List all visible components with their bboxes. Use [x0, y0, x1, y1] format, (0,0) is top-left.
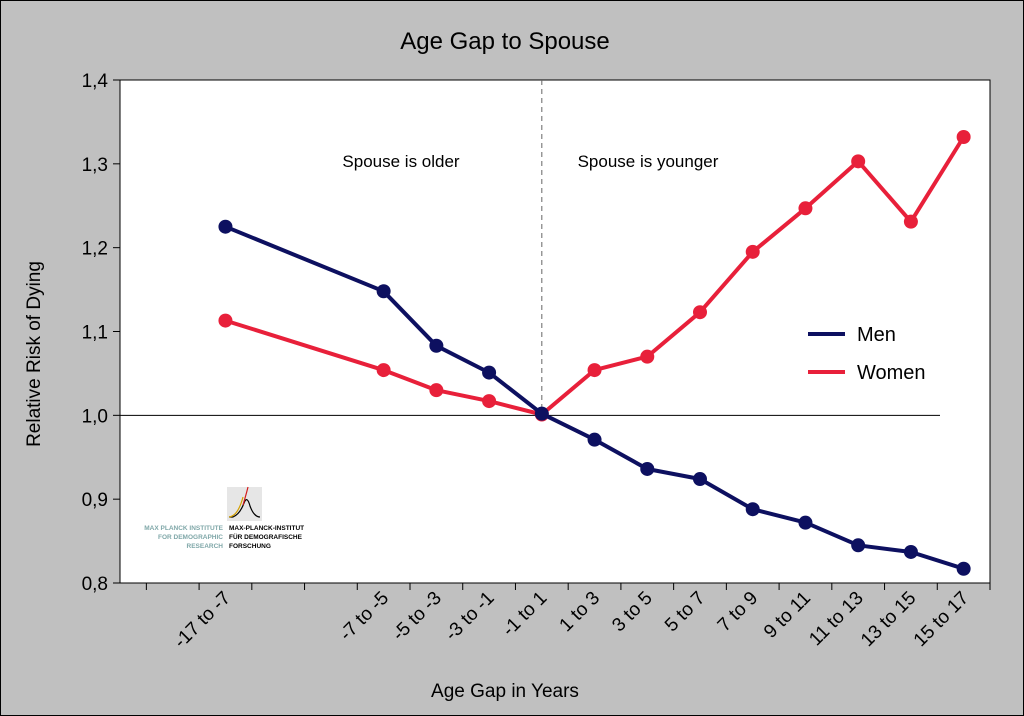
data-point-men [587, 432, 602, 447]
y-tick-label: 0,9 [82, 490, 108, 511]
data-point-men [376, 284, 391, 299]
legend-label-women: Women [857, 362, 926, 384]
data-point-men [429, 338, 444, 353]
logo-english-line-3: RESEARCH [187, 543, 224, 550]
data-point-men [534, 406, 549, 421]
annotation-spouse-older: Spouse is older [342, 152, 460, 171]
data-point-men [693, 472, 707, 487]
logo-german-line-2: FÜR DEMOGRAFISCHE [229, 532, 303, 541]
data-point-men [218, 219, 233, 234]
data-point-women [956, 130, 971, 145]
x-tick-label: 7 to 9 [714, 588, 762, 636]
x-tick-label: -3 to -1 [441, 588, 498, 645]
x-tick-label: 15 to 17 [910, 588, 973, 651]
data-point-women [429, 383, 444, 398]
data-point-women [693, 305, 707, 320]
data-point-women [745, 244, 760, 259]
x-tick-label: 13 to 15 [857, 588, 920, 651]
data-point-women [798, 201, 813, 216]
data-point-men [956, 561, 971, 576]
y-tick-label: 1,4 [82, 71, 109, 92]
x-tick-label: 3 to 5 [608, 588, 656, 636]
y-tick-label: 1,3 [82, 155, 108, 176]
logo-curve-black [229, 499, 261, 518]
logo-german-line-3: FORSCHUNG [229, 543, 271, 550]
max-planck-logo: MAX PLANCK INSTITUTE FOR DEMOGRAPHIC RES… [144, 486, 304, 550]
logo-english-line-1: MAX PLANCK INSTITUTE [144, 525, 223, 532]
x-tick-label: -1 to 1 [498, 588, 551, 641]
data-point-men [640, 461, 655, 476]
legend-label-men: Men [857, 324, 896, 346]
data-point-men [903, 544, 918, 559]
legend: Men Women [808, 324, 926, 384]
y-axis: 0,8 0,9 1,0 1,1 1,2 1,3 1,4 [82, 71, 120, 595]
data-point-women [851, 154, 866, 169]
x-tick-label: 5 to 7 [661, 588, 709, 636]
data-point-women [903, 214, 918, 229]
data-point-men [745, 502, 760, 517]
x-tick-label: -7 to -5 [336, 588, 393, 645]
logo-curve-gold [228, 496, 244, 518]
logo-english-line-2: FOR DEMOGRAPHIC [158, 534, 223, 541]
x-tick-label: -5 to -3 [388, 588, 445, 645]
x-tick-label: -17 to -7 [170, 588, 235, 653]
y-tick-label: 0,8 [82, 574, 108, 595]
y-tick-label: 1,0 [82, 406, 108, 427]
data-point-women [587, 363, 602, 378]
x-tick-label: 11 to 13 [805, 588, 867, 650]
series-group [218, 130, 971, 576]
chart-title: Age Gap to Spouse [400, 28, 609, 55]
data-point-women [376, 363, 391, 378]
y-axis-label: Relative Risk of Dying [24, 261, 45, 447]
data-point-women [640, 349, 655, 364]
data-point-women [482, 394, 497, 409]
x-axis-label: Age Gap in Years [431, 681, 579, 702]
data-point-women [218, 313, 233, 328]
annotation-spouse-younger: Spouse is younger [578, 152, 719, 171]
logo-curve-red [242, 486, 249, 506]
x-tick-label: 1 to 3 [556, 588, 604, 636]
y-tick-label: 1,1 [82, 323, 108, 344]
data-point-men [851, 538, 866, 553]
logo-german-line-1: MAX-PLANCK-INSTITUT [229, 525, 304, 532]
data-point-men [482, 365, 497, 380]
data-point-men [798, 515, 813, 530]
x-axis: -17 to -7 -7 to -5-5 to -3-3 to -1 -1 to 1… [145, 583, 991, 653]
y-tick-label: 1,2 [82, 239, 108, 260]
